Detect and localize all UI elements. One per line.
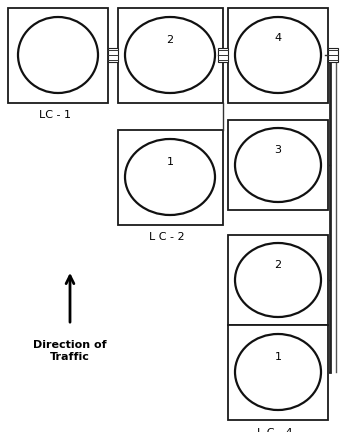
Bar [118,8,223,103]
Text: 4: 4 [274,33,282,43]
Ellipse shape [125,17,215,93]
Text: 2: 2 [166,35,174,45]
Text: L C - 2: L C - 2 [149,232,185,242]
Ellipse shape [235,243,321,317]
Text: L C - 4: L C - 4 [257,428,293,432]
Bar [228,120,328,210]
Ellipse shape [235,128,321,202]
Bar [228,235,328,325]
Bar [328,48,338,62]
Bar [228,8,328,103]
Text: 3: 3 [274,145,282,155]
Text: Direction of
Traffic: Direction of Traffic [33,340,107,362]
Ellipse shape [235,334,321,410]
Text: LC - 1: LC - 1 [39,110,71,120]
Bar [218,48,228,62]
Bar [228,325,328,420]
Ellipse shape [18,17,98,93]
Bar [8,8,108,103]
Text: 2: 2 [274,260,282,270]
Bar [108,48,118,62]
Bar [118,130,223,225]
Ellipse shape [235,17,321,93]
Ellipse shape [125,139,215,215]
Text: 1: 1 [166,157,174,167]
Text: 1: 1 [274,352,282,362]
